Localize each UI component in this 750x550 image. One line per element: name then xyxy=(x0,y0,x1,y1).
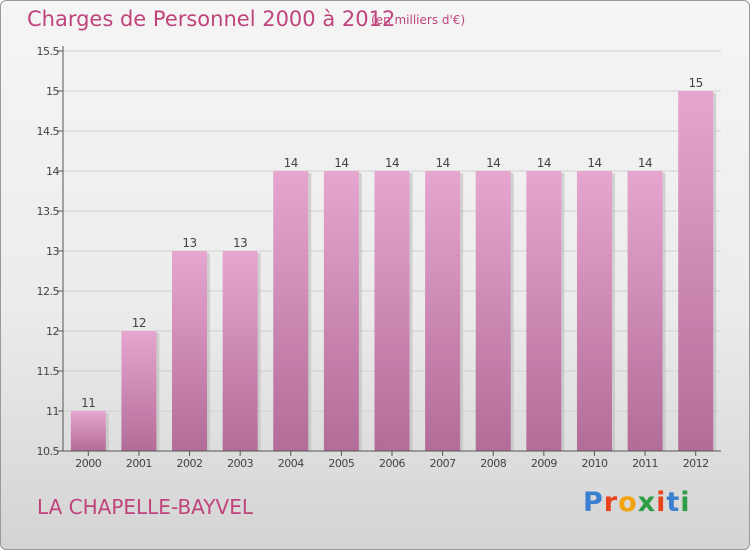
logo-letter: x xyxy=(637,487,657,518)
data-label: 14 xyxy=(486,156,500,170)
y-tick-label: 12 xyxy=(46,325,59,338)
y-tick-label: 15 xyxy=(46,85,59,98)
x-tick-label: 2012 xyxy=(683,457,709,470)
bars: 11 12 13 13 14 14 14 14 14 14 14 14 15 xyxy=(70,76,717,451)
bar[interactable] xyxy=(121,331,157,451)
bar[interactable] xyxy=(172,251,208,451)
bar[interactable] xyxy=(627,171,663,451)
data-label: 12 xyxy=(132,316,146,330)
data-label: 15 xyxy=(689,76,703,90)
y-tick-label: 11 xyxy=(46,405,59,418)
data-label: 13 xyxy=(233,236,247,250)
y-tick-label: 14 xyxy=(46,165,59,178)
logo-letter: i xyxy=(680,487,691,518)
data-label: 14 xyxy=(638,156,652,170)
x-tick-label: 2009 xyxy=(531,457,557,470)
bar[interactable] xyxy=(374,171,410,451)
x-tick-label: 2000 xyxy=(75,457,101,470)
axes: 10.5 11 11.5 12 12.5 13 13.5 14 14.5 15 15.5 2000 20… xyxy=(37,45,721,470)
bar[interactable] xyxy=(222,251,258,451)
bar[interactable] xyxy=(70,411,106,451)
logo-letter: i xyxy=(656,487,667,518)
data-label: 14 xyxy=(435,156,449,170)
data-label: 13 xyxy=(182,236,196,250)
y-tick-label: 12.5 xyxy=(37,285,60,298)
bar[interactable] xyxy=(526,171,562,451)
x-tick-label: 2005 xyxy=(328,457,354,470)
data-label: 14 xyxy=(537,156,551,170)
x-tick-label: 2006 xyxy=(379,457,405,470)
bar[interactable] xyxy=(576,171,612,451)
logo-letter: P xyxy=(583,487,604,518)
x-tick-label: 2002 xyxy=(177,457,203,470)
proxiti-logo[interactable]: Proxiti xyxy=(583,487,691,518)
data-label: 14 xyxy=(385,156,399,170)
y-tick-label: 14.5 xyxy=(37,125,60,138)
logo-letter: r xyxy=(603,487,619,518)
chart-title: Charges de Personnel 2000 à 2012 xyxy=(27,7,396,31)
place-name: LA CHAPELLE-BAYVEL xyxy=(37,495,253,519)
x-tick-label: 2010 xyxy=(581,457,607,470)
y-tick-label: 15.5 xyxy=(37,45,60,58)
bar[interactable] xyxy=(273,171,309,451)
y-tick-label: 10.5 xyxy=(37,445,60,458)
x-tick-label: 2004 xyxy=(278,457,304,470)
y-tick-label: 13 xyxy=(46,245,59,258)
logo-letter: o xyxy=(618,487,638,518)
data-label: 14 xyxy=(334,156,348,170)
bar[interactable] xyxy=(425,171,461,451)
y-tick-label: 13.5 xyxy=(37,205,60,218)
data-label: 11 xyxy=(81,396,95,410)
x-tick-label: 2007 xyxy=(430,457,456,470)
y-tick-label: 11.5 xyxy=(37,365,60,378)
data-label: 14 xyxy=(587,156,601,170)
data-label: 14 xyxy=(284,156,298,170)
chart-subtitle: (en milliers d'€) xyxy=(371,13,466,27)
x-tick-label: 2003 xyxy=(227,457,253,470)
bar[interactable] xyxy=(475,171,511,451)
logo-letter: t xyxy=(666,487,681,518)
bar[interactable] xyxy=(678,91,714,451)
bar[interactable] xyxy=(323,171,359,451)
x-tick-label: 2011 xyxy=(632,457,658,470)
x-tick-label: 2008 xyxy=(480,457,506,470)
x-tick-label: 2001 xyxy=(126,457,152,470)
